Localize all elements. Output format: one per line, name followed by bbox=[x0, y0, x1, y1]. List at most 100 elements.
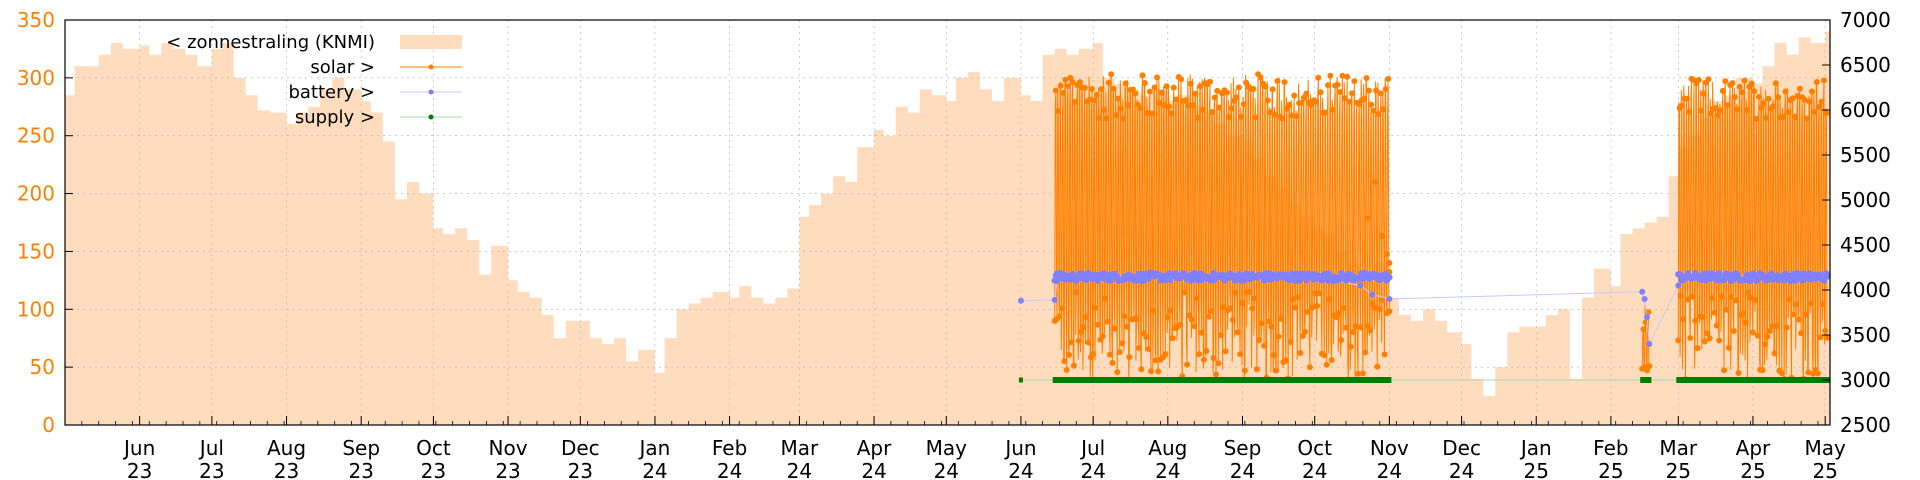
solar-point bbox=[1143, 334, 1150, 340]
x-tick-month: Jan bbox=[638, 436, 671, 460]
solar-point bbox=[1229, 316, 1236, 323]
solar-point bbox=[1764, 333, 1771, 340]
solar-point bbox=[1721, 367, 1728, 374]
y-right-tick-label: 3000 bbox=[1840, 368, 1891, 392]
solar-point bbox=[1774, 323, 1780, 329]
battery-point bbox=[1747, 277, 1754, 284]
solar-point bbox=[1361, 95, 1368, 102]
solar-point bbox=[1752, 296, 1759, 303]
solar-point bbox=[1193, 295, 1200, 302]
y-left-tick-label: 0 bbox=[42, 413, 55, 437]
plot-frame bbox=[64, 19, 1831, 426]
x-tick-year: 24 bbox=[1449, 459, 1474, 480]
solar-point bbox=[1274, 78, 1281, 84]
battery-point bbox=[1677, 273, 1684, 280]
x-tick-month: Sep bbox=[1224, 436, 1262, 460]
solar-point bbox=[1325, 82, 1331, 89]
solar-point bbox=[1067, 74, 1074, 81]
y-right-tick-label: 6000 bbox=[1840, 98, 1891, 122]
solar-point bbox=[1352, 323, 1359, 330]
solar-point bbox=[1790, 311, 1797, 318]
y-right-tick-label: 4500 bbox=[1840, 233, 1891, 257]
solar-point bbox=[1253, 366, 1260, 373]
solar-point bbox=[1713, 322, 1720, 329]
solar-point bbox=[1729, 80, 1736, 87]
solar-point bbox=[1198, 329, 1205, 336]
solar-point bbox=[1182, 97, 1189, 104]
x-tick-year: 23 bbox=[127, 459, 152, 480]
solar-point bbox=[1194, 114, 1201, 121]
solar-point bbox=[1735, 370, 1742, 376]
y-right-tick-label: 2500 bbox=[1840, 413, 1891, 437]
solar-point bbox=[1754, 332, 1761, 339]
solar-point bbox=[1805, 369, 1812, 376]
solar-point bbox=[1367, 327, 1374, 334]
solar-point bbox=[1208, 308, 1215, 315]
solar-point bbox=[1162, 351, 1169, 358]
solar-point bbox=[1290, 296, 1296, 302]
battery-point bbox=[1369, 291, 1376, 298]
solar-point bbox=[1239, 300, 1246, 307]
solar-point bbox=[1701, 338, 1708, 345]
battery-point bbox=[1357, 282, 1364, 289]
solar-point bbox=[1765, 95, 1772, 102]
solar-point bbox=[1068, 339, 1075, 346]
solar-point bbox=[1069, 79, 1076, 86]
solar-point bbox=[1686, 109, 1693, 115]
solar-point bbox=[1190, 102, 1197, 109]
solar-point bbox=[1155, 368, 1162, 375]
solar-point bbox=[1186, 312, 1193, 319]
solar-point bbox=[1250, 86, 1257, 92]
solar-point bbox=[1126, 354, 1133, 361]
legend-label: solar > bbox=[310, 57, 375, 78]
solar-point bbox=[1689, 293, 1696, 300]
solar-point bbox=[1723, 306, 1730, 313]
solar-point bbox=[1770, 103, 1777, 110]
solar-point bbox=[1373, 87, 1380, 94]
solar-point bbox=[1700, 90, 1707, 97]
solar-point bbox=[1237, 351, 1244, 358]
solar-point bbox=[1117, 105, 1124, 112]
solar-point bbox=[1759, 367, 1766, 374]
solar-point bbox=[1152, 357, 1159, 364]
solar-point bbox=[1213, 371, 1219, 378]
solar-point bbox=[1220, 304, 1227, 311]
solar-point bbox=[1158, 89, 1165, 96]
solar-point bbox=[1709, 295, 1715, 301]
solar-point bbox=[1763, 115, 1770, 121]
x-tick-year: 24 bbox=[861, 459, 886, 480]
solar-point bbox=[1135, 345, 1142, 351]
solar-point bbox=[1145, 346, 1152, 352]
solar-point bbox=[1073, 289, 1080, 296]
y-left-tick-label: 350 bbox=[17, 8, 55, 32]
battery-point bbox=[1090, 273, 1097, 280]
solar-point bbox=[1223, 89, 1230, 96]
solar-point bbox=[1312, 98, 1319, 105]
solar-point bbox=[1102, 295, 1109, 302]
legend: < zonnestraling (KNMI) solar > battery > su… bbox=[166, 32, 462, 128]
solar-point bbox=[1111, 325, 1118, 332]
solar-point bbox=[1292, 304, 1299, 311]
solar-point bbox=[1154, 74, 1160, 81]
solar-point bbox=[1375, 111, 1382, 118]
solar-point bbox=[1386, 260, 1393, 266]
solar-point bbox=[1092, 304, 1099, 311]
solar-point bbox=[1796, 85, 1803, 92]
battery-point bbox=[1639, 288, 1646, 295]
solar-point bbox=[1816, 104, 1823, 110]
solar-point bbox=[1807, 300, 1814, 307]
solar-point bbox=[1169, 335, 1176, 342]
solar-point bbox=[1380, 106, 1387, 113]
solar-point bbox=[1739, 89, 1746, 96]
solar-point bbox=[1302, 328, 1309, 335]
solar-point bbox=[1286, 101, 1293, 108]
solar-point bbox=[1677, 292, 1684, 299]
solar-point bbox=[1058, 305, 1065, 312]
x-tick-month: May bbox=[1805, 436, 1847, 460]
x-tick-year: 24 bbox=[1377, 459, 1402, 480]
x-tick-year: 23 bbox=[568, 459, 593, 480]
solar-point bbox=[1328, 357, 1335, 363]
solar-point bbox=[1374, 363, 1381, 370]
solar-point bbox=[1758, 104, 1765, 111]
solar-point bbox=[1731, 94, 1738, 101]
